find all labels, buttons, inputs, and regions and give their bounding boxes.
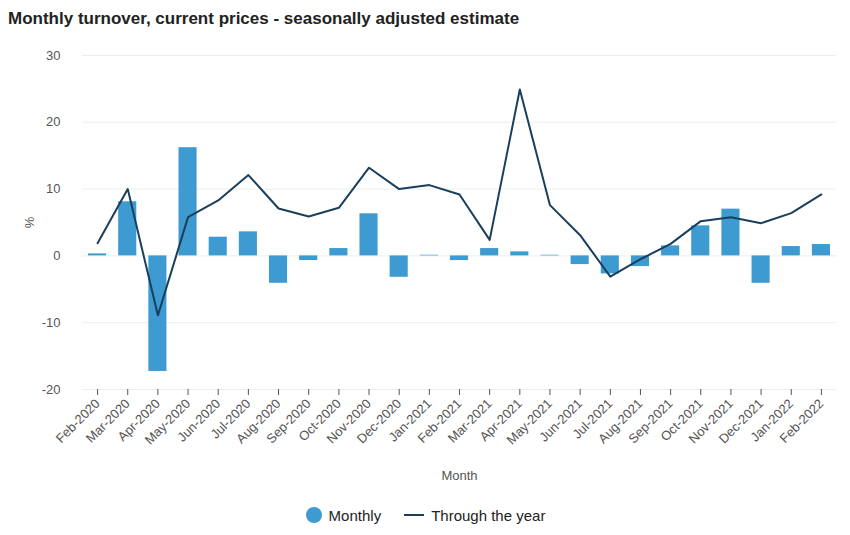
html-text:Through the year: Through the year — [431, 506, 546, 524]
svg-text:Mar-2020: Mar-2020 — [82, 395, 133, 446]
svg-text:Sep-2020: Sep-2020 — [263, 395, 314, 447]
svg-text:20: 20 — [46, 114, 60, 129]
svg-text:Aug-2020: Aug-2020 — [233, 395, 284, 447]
svg-text:Aug-2021: Aug-2021 — [595, 395, 646, 447]
svg-text:Nov-2021: Nov-2021 — [685, 395, 736, 447]
svg-text:Jan-2022: Jan-2022 — [747, 395, 797, 445]
html-text:Monthly: Monthly — [328, 506, 382, 524]
svg-text:-10: -10 — [42, 315, 61, 330]
svg-text:10: 10 — [46, 181, 60, 196]
svg-text:Dec-2020: Dec-2020 — [353, 395, 405, 447]
svg-text:30: 30 — [46, 48, 60, 63]
svg-text:May-2020: May-2020 — [141, 395, 194, 448]
svg-text:-20: -20 — [42, 382, 61, 397]
svg-text:Feb-2022: Feb-2022 — [777, 396, 827, 446]
svg-text:Month: Month — [441, 468, 477, 483]
svg-text:0: 0 — [53, 248, 60, 263]
svg-text:Dec-2021: Dec-2021 — [715, 395, 767, 447]
svg-text:Jun-2020: Jun-2020 — [174, 395, 224, 445]
svg-text:Apr-2020: Apr-2020 — [114, 395, 163, 445]
svg-text:Sep-2021: Sep-2021 — [625, 395, 676, 447]
svg-text:Nov-2020: Nov-2020 — [323, 395, 375, 447]
svg-text:Feb-2021: Feb-2021 — [414, 395, 465, 446]
svg-text:Jun-2021: Jun-2021 — [536, 395, 586, 445]
svg-text:Feb-2020: Feb-2020 — [52, 395, 103, 446]
svg-text:Jan-2021: Jan-2021 — [385, 395, 435, 445]
svg-text:Oct-2020: Oct-2020 — [295, 395, 344, 445]
html-text:Monthly turnover, current pric: Monthly turnover, current prices - seaso… — [8, 9, 520, 28]
svg-text:Mar-2021: Mar-2021 — [444, 395, 495, 446]
svg-text:%: % — [22, 216, 37, 228]
svg-text:May-2021: May-2021 — [503, 395, 555, 448]
svg-text:Apr-2021: Apr-2021 — [476, 395, 525, 445]
svg-text:Jul-2020: Jul-2020 — [207, 395, 254, 442]
svg-text:Oct-2021: Oct-2021 — [657, 395, 706, 445]
svg-text:Jul-2021: Jul-2021 — [569, 395, 616, 442]
